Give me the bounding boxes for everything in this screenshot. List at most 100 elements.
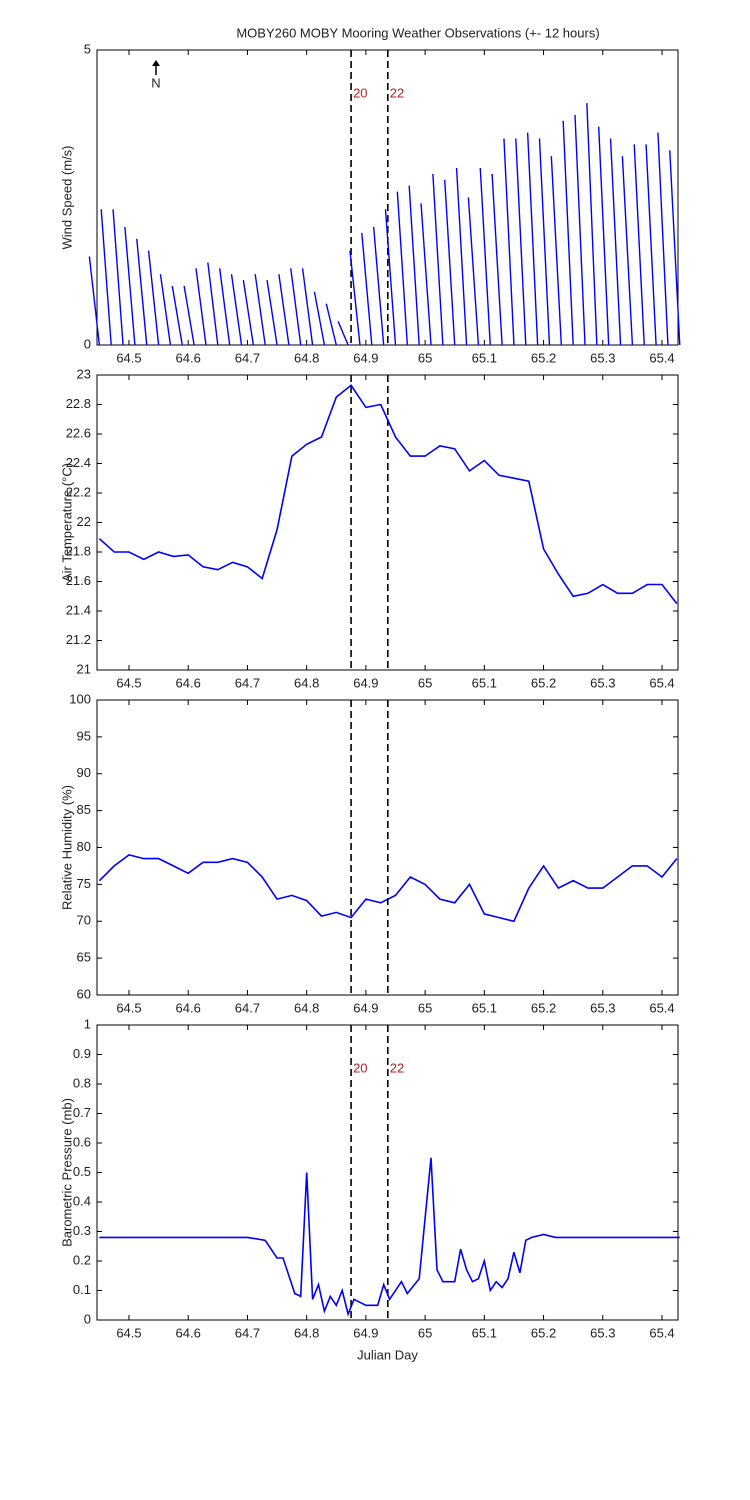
x-tick-label: 64.6 [176,350,201,365]
x-tick-label: 64.9 [353,350,378,365]
x-tick-label: 64.7 [235,675,260,690]
y-tick-label: 0.6 [73,1134,91,1149]
wind-stick [195,268,207,346]
north-label: N [151,75,160,90]
wind-stick [349,250,361,346]
y-tick-label: 22.8 [66,396,91,411]
x-tick-label: 64.9 [353,1000,378,1015]
wind-stick [574,114,586,346]
wind-stick [562,120,574,346]
wind-stick [408,185,420,346]
north-arrow-head [152,60,160,66]
wind-stick [384,209,397,346]
x-tick-label: 65.1 [472,350,497,365]
wind-stick [207,262,219,346]
wind-stick [124,226,136,346]
event-label: 22 [390,1060,404,1075]
x-tick-label: 64.6 [176,675,201,690]
y-tick-label: 90 [77,765,91,780]
wind-stick [372,226,385,346]
x-tick-label: 65.3 [590,1000,615,1015]
event-label: 20 [353,85,367,100]
x-tick-label: 64.8 [294,1000,319,1015]
wind-stick [301,268,314,346]
wind-stick [112,209,124,346]
wind-stick [242,279,255,346]
figure-title: MOBY260 MOBY Mooring Weather Observation… [236,25,599,40]
series-line [99,1157,680,1317]
y-tick-label: 0.5 [73,1164,91,1179]
wind-stick [147,250,160,346]
x-tick-label: 64.6 [176,1000,201,1015]
x-tick-label: 64.7 [235,1000,260,1015]
y-tick-label: 0.3 [73,1223,91,1238]
event-label: 20 [353,1060,367,1075]
y-tick-label: 21.2 [66,632,91,647]
y-axis-label: Wind Speed (m/s) [59,145,74,249]
x-tick-label: 65.4 [649,350,674,365]
x-tick-label: 65.1 [472,1000,497,1015]
wind-stick [171,285,183,346]
x-tick-label: 65.3 [590,350,615,365]
series-line [98,384,678,605]
y-tick-label: 70 [77,913,91,928]
wind-stick [491,173,503,346]
y-tick-label: 0 [84,1311,91,1326]
y-tick-label: 60 [77,986,91,1001]
wind-stick [159,274,172,346]
wind-stick [479,167,491,346]
x-tick-label: 65 [418,350,432,365]
wind-stick [526,132,539,346]
y-tick-label: 85 [77,802,91,817]
x-tick-label: 64.8 [294,1325,319,1340]
x-tick-label: 64.5 [116,1325,141,1340]
y-tick-label: 0 [84,336,91,351]
y-axis-label: Air Temperature (°C) [59,463,74,582]
y-tick-label: 0.1 [73,1282,91,1297]
y-tick-label: 75 [77,876,91,891]
wind-stick [633,144,645,346]
wind-stick [515,138,527,346]
x-tick-label: 65.1 [472,675,497,690]
y-tick-label: 21.8 [66,543,91,558]
wind-stick [396,191,409,346]
wind-stick [432,173,444,346]
x-tick-label: 65 [418,1325,432,1340]
wind-stick [621,156,634,346]
wind-stick [598,126,610,346]
wind-stick [586,103,598,346]
wind-stick [420,203,432,346]
wind-stick [278,274,290,346]
x-tick-label: 65.2 [531,350,556,365]
y-tick-label: 0.8 [73,1075,91,1090]
x-tick-label: 64.7 [235,1325,260,1340]
wind-stick [325,303,337,346]
y-tick-label: 21 [77,661,91,676]
x-tick-label: 65 [418,675,432,690]
x-tick-label: 64.8 [294,350,319,365]
wind-stick [361,232,373,346]
wind-stick [88,256,101,346]
wind-stick [455,167,468,346]
event-label: 22 [390,85,404,100]
y-tick-label: 22 [77,514,91,529]
wind-stick [538,138,551,346]
x-tick-label: 64.7 [235,350,260,365]
y-tick-label: 5 [84,41,91,56]
y-tick-label: 0.4 [73,1193,91,1208]
x-tick-label: 64.8 [294,675,319,690]
x-tick-label: 65.2 [531,1325,556,1340]
y-tick-label: 21.6 [66,573,91,588]
wind-stick [183,285,195,346]
wind-stick [313,291,326,346]
wind-stick [290,268,302,346]
x-tick-label: 65.4 [649,1325,674,1340]
wind-stick [645,144,657,346]
y-tick-label: 100 [69,691,91,706]
wind-stick [254,274,266,346]
x-tick-label: 64.5 [116,1000,141,1015]
y-tick-label: 22.2 [66,484,91,499]
x-tick-label: 65.4 [649,1000,674,1015]
